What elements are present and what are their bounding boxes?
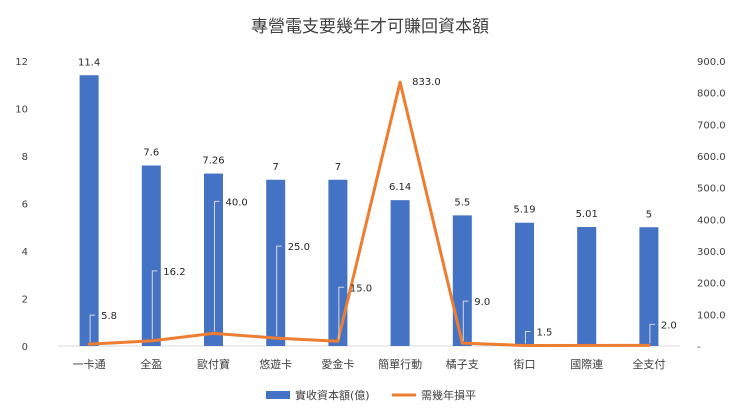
line-label-leader: [338, 286, 344, 340]
line-point: [647, 343, 651, 347]
line-point: [212, 331, 215, 335]
bar: [328, 179, 348, 346]
bar-data-label: 5: [646, 209, 652, 220]
y-left-tick-label: 0: [22, 342, 28, 353]
line-point: [398, 80, 402, 84]
x-category-label: 街口: [514, 357, 536, 371]
bar-data-label: 7: [273, 162, 279, 173]
bar-data-label: 7.6: [143, 148, 159, 159]
x-category-label: 簡單行動: [378, 357, 422, 371]
line-label-leader: [649, 323, 655, 344]
bar: [452, 215, 472, 346]
x-category-label: 悠遊卡: [259, 357, 292, 371]
line-data-label: 9.0: [474, 297, 490, 308]
line-label-leader: [462, 300, 469, 342]
bar-data-label: 7.26: [202, 156, 224, 167]
line-label-leader: [89, 314, 96, 343]
line-point: [87, 342, 91, 346]
y-right-tick-label: 900.0: [697, 57, 726, 68]
bar: [79, 75, 99, 346]
line-label-leader: [151, 270, 158, 339]
bar-data-label: 11.4: [78, 57, 100, 68]
y-right-tick-label: 200.0: [697, 279, 726, 290]
line-point: [336, 339, 340, 343]
y-left-tick-label: 10: [15, 105, 28, 116]
y-right-tick-label: 800.0: [697, 89, 726, 100]
line-point: [149, 339, 153, 343]
line-data-label: 15.0: [350, 283, 372, 294]
y-right-tick-label: 500.0: [697, 184, 726, 195]
y-left-tick-label: 2: [22, 295, 28, 306]
legend-swatch-bar: [266, 391, 290, 399]
line-data-label: 25.0: [288, 242, 310, 253]
line-point: [460, 341, 464, 345]
y-right-tick-label: 400.0: [697, 215, 726, 226]
bar: [204, 173, 223, 346]
legend-label-bar: 實收資本額(億): [295, 388, 370, 402]
chart-title: 專營電支要幾年才可賺回資本額: [251, 17, 489, 37]
line-point: [523, 344, 526, 348]
line-data-label: 5.8: [101, 311, 117, 322]
x-category-label: 全支付: [632, 357, 665, 371]
y-left-tick-label: 6: [22, 200, 28, 211]
bar-data-label: 6.14: [389, 182, 411, 193]
bar-data-label: 5.5: [454, 197, 470, 208]
line-data-label: 1.5: [537, 328, 553, 339]
line-data-label: 2.0: [661, 320, 677, 331]
line-data-label: 40.0: [226, 197, 248, 208]
line-data-label: 833.0: [412, 77, 441, 88]
bar: [577, 227, 597, 346]
line-label-leader: [214, 200, 220, 332]
legend-label-line: 需幾年損平: [421, 388, 476, 402]
bar: [639, 227, 659, 346]
x-category-label: 國際連: [570, 357, 603, 371]
y-left-tick-label: 12: [15, 57, 28, 68]
y-right-tick-label: -: [697, 342, 701, 353]
x-category-label: 一卡通: [73, 358, 106, 371]
bar-data-label: 5.19: [513, 205, 535, 216]
y-left-tick-label: 4: [22, 247, 28, 258]
y-right-tick-label: 100.0: [697, 310, 726, 321]
bar: [390, 200, 410, 346]
y-left-tick-label: 8: [22, 152, 28, 163]
y-right-tick-label: 300.0: [697, 247, 726, 258]
bar-data-label: 5.01: [576, 209, 598, 220]
line-label-leader: [276, 245, 282, 337]
line-label-leader: [525, 331, 531, 344]
bar: [515, 222, 534, 346]
y-right-tick-label: 600.0: [697, 152, 726, 163]
line-series-path: [89, 80, 649, 348]
bar-data-label: 7: [335, 162, 341, 173]
y-right-tick-label: 700.0: [697, 120, 726, 131]
x-category-label: 愛金卡: [321, 357, 354, 371]
bar: [266, 179, 286, 346]
x-category-label: 歐付寶: [197, 357, 230, 371]
bar: [141, 165, 161, 346]
x-category-label: 全盈: [140, 357, 162, 371]
line-data-label: 16.2: [163, 267, 185, 278]
x-category-label: 橘子支: [446, 358, 479, 371]
line-point: [274, 336, 278, 340]
